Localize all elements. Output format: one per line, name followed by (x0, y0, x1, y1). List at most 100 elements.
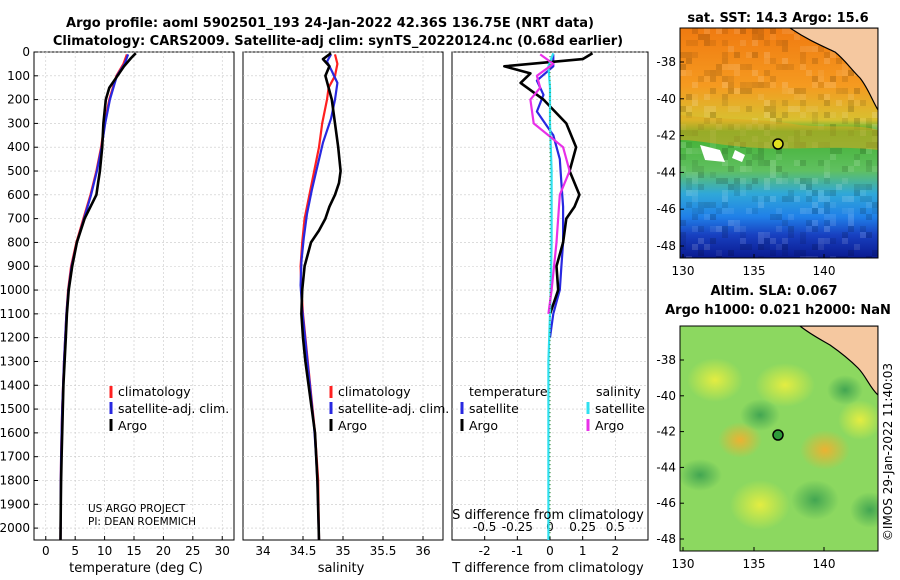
sst-pixel (728, 166, 734, 172)
y-tick-label: 1800 (0, 473, 30, 487)
sst-pixel (692, 82, 698, 88)
sst-pixel (860, 100, 866, 106)
sst-pixel (722, 208, 728, 214)
sst-pixel (734, 64, 740, 70)
sst-pixel (806, 190, 812, 196)
sst-pixel (818, 208, 824, 214)
sst-pixel (710, 88, 716, 94)
sla-anomaly-high (687, 358, 743, 402)
sst-pixel (806, 184, 812, 190)
sst-pixel (854, 100, 860, 106)
sst-pixel (710, 238, 716, 244)
sst-pixel (848, 220, 854, 226)
sst-pixel (830, 82, 836, 88)
sst-pixel (866, 118, 872, 124)
sst-pixel (782, 100, 788, 106)
sst-pixel (704, 94, 710, 100)
sst-pixel (770, 82, 776, 88)
sst-pixel (716, 178, 722, 184)
sla-argo-marker (772, 429, 784, 441)
y-tick-label: 100 (7, 69, 30, 83)
salinity-xlabel: salinity (318, 561, 365, 576)
sst-pixel (806, 106, 812, 112)
sst-pixel (794, 160, 800, 166)
legend-argo-label: Argo (118, 418, 147, 433)
x-tick-label: -2 (479, 544, 491, 558)
sst-pixel (686, 70, 692, 76)
sst-land-australia (788, 28, 878, 112)
sst-pixel (686, 172, 692, 178)
sst-pixel (770, 214, 776, 220)
sst-pixel (776, 244, 782, 250)
sst-pixel (782, 178, 788, 184)
sst-pixel (794, 106, 800, 112)
sst-pixel (722, 82, 728, 88)
sst-pixel (704, 40, 710, 46)
sst-pixel (686, 112, 692, 118)
sst-pixel (860, 184, 866, 190)
sst-pixel (800, 112, 806, 118)
sst-pixel (872, 166, 878, 172)
sst-pixel (686, 190, 692, 196)
difference-legend: temperature salinity satellite Argo sate… (460, 384, 645, 433)
sst-pixel (842, 166, 848, 172)
sst-pixel (722, 190, 728, 196)
sst-pixel (794, 178, 800, 184)
salinity-legend: climatology satellite-adj. clim. Argo (329, 384, 449, 433)
sst-pixel (686, 142, 692, 148)
sst-pixel (800, 250, 806, 256)
sst-pixel (860, 148, 866, 154)
sst-pixel (842, 232, 848, 238)
sst-pixel (686, 178, 692, 184)
sst-pixel (722, 76, 728, 82)
sst-pixel (824, 160, 830, 166)
sst-pixel (722, 202, 728, 208)
sst-pixel (854, 88, 860, 94)
sst-pixel (722, 232, 728, 238)
sst-pixel (824, 52, 830, 58)
sst-pixel (866, 256, 872, 258)
sst-pixel (806, 178, 812, 184)
temperature-xlabel: temperature (deg C) (69, 561, 203, 576)
sst-pixel (782, 112, 788, 118)
sst-pixel (812, 82, 818, 88)
sst-pixel (764, 100, 770, 106)
sst-pixel (782, 238, 788, 244)
sst-pixel (812, 46, 818, 52)
sst-pixel (818, 190, 824, 196)
map-lat-label: -42 (656, 425, 676, 439)
sst-pixel (782, 46, 788, 52)
legend-clim-label: climatology (118, 384, 191, 399)
sst-pixel (830, 202, 836, 208)
sst-pixel (710, 214, 716, 220)
sst-pixel (800, 100, 806, 106)
sst-pixel (824, 196, 830, 202)
credit-line1: US ARGO PROJECT (88, 503, 186, 515)
sst-pixel (764, 52, 770, 58)
series-line-temperature-argo (503, 52, 594, 315)
sst-pixel (710, 106, 716, 112)
legend-salinity-heading: salinity (596, 384, 641, 399)
sst-pixel (782, 82, 788, 88)
sst-pixel (824, 178, 830, 184)
sst-pixel (824, 82, 830, 88)
sst-pixel (806, 256, 812, 258)
sst-pixel (800, 52, 806, 58)
sst-pixel (710, 76, 716, 82)
map-lat-label: -46 (656, 202, 676, 216)
sst-pixel (788, 190, 794, 196)
sst-pixel (854, 160, 860, 166)
sst-pixel (812, 256, 818, 258)
sst-pixel (842, 196, 848, 202)
sst-pixel (692, 208, 698, 214)
sla-map: Altim. SLA: 0.067 Argo h1000: 0.021 h200… (656, 284, 890, 571)
sst-pixel (692, 52, 698, 58)
sst-pixel (734, 226, 740, 232)
y-tick-label: 600 (7, 188, 30, 202)
sst-pixel (848, 70, 854, 76)
sst-pixel (818, 46, 824, 52)
sst-pixel (752, 34, 758, 40)
y-tick-label: 1200 (0, 331, 30, 345)
sst-pixel (812, 190, 818, 196)
sla-anomaly-low (791, 480, 839, 520)
